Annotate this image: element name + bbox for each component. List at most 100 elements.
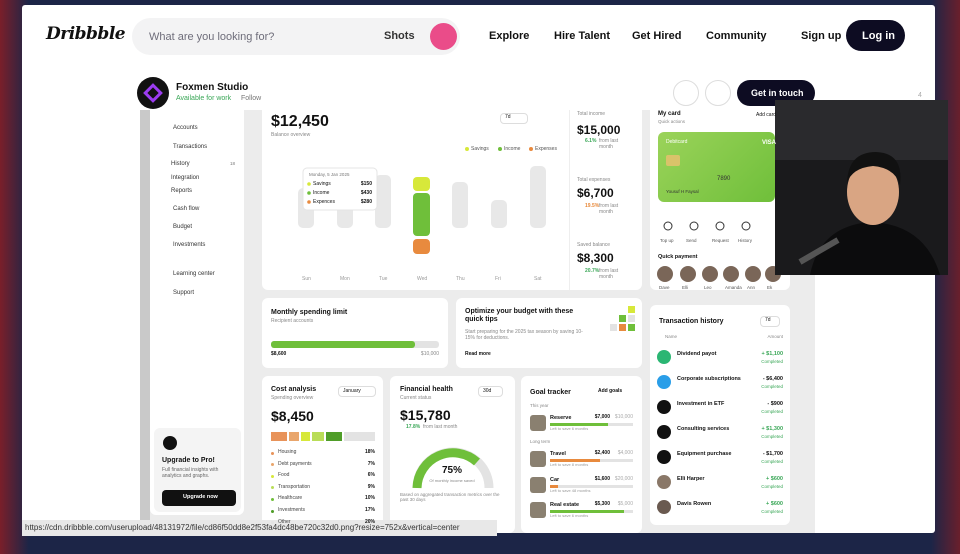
sidebar-item[interactable]: History	[171, 161, 190, 167]
tx-name: Dividend payot	[677, 351, 717, 357]
bar	[491, 200, 507, 228]
tx-name: Davis Rowen	[677, 501, 712, 507]
cost-title: Cost analysis	[271, 386, 317, 393]
bar-expenses	[413, 239, 430, 254]
sidebar-item[interactable]: Transactions	[173, 144, 208, 150]
person-body	[810, 222, 940, 275]
day-label: Wed	[417, 276, 428, 282]
nav-link[interactable]: Explore	[489, 30, 530, 42]
legend-label: Savings	[471, 146, 489, 152]
debit-card[interactable]	[658, 132, 775, 202]
bar	[375, 175, 391, 228]
card-brand: VISA	[762, 140, 777, 146]
goal-saved: $1,600	[594, 476, 610, 482]
health-change: 17.8%	[406, 424, 421, 430]
badge: 4	[918, 92, 922, 99]
health-period: 30d	[483, 388, 492, 394]
tx-col: Amount	[767, 334, 783, 339]
login-label: Log in	[862, 30, 895, 42]
tx-period: 7d	[765, 317, 771, 323]
nav-link[interactable]: Get Hired	[632, 30, 682, 42]
tx-status: Completed	[761, 434, 783, 439]
spending-title: Monthly spending limit	[271, 309, 348, 316]
card-type: Debitcard	[666, 139, 688, 145]
legend-dot	[498, 147, 502, 151]
tx-period[interactable]	[760, 316, 780, 327]
transactions-card	[650, 305, 790, 525]
tx-status: Completed	[761, 359, 783, 364]
sidebar-item[interactable]: Integration	[171, 175, 200, 181]
goal-left: Left to save 6 months	[550, 426, 589, 431]
period-select[interactable]	[500, 113, 528, 124]
stat-note: from last month	[599, 203, 619, 215]
tx-status: Completed	[761, 409, 783, 414]
divider	[569, 110, 570, 290]
nav-link[interactable]: Hire Talent	[554, 30, 611, 42]
cost-pct: 17%	[364, 507, 375, 513]
balance-label: Balance overview	[271, 132, 311, 138]
health-period[interactable]	[478, 386, 503, 397]
cost-dot	[271, 509, 274, 513]
goals-add[interactable]: Add goals	[598, 388, 623, 394]
action-label: Send	[686, 238, 697, 243]
gauge-note: Of monthly income saved	[429, 478, 475, 483]
action-label: Request	[712, 238, 729, 243]
studio-name: Foxmen Studio	[176, 82, 249, 93]
nav-link[interactable]: Community	[706, 30, 767, 42]
cost-dot	[271, 497, 274, 501]
health-amount: $15,780	[400, 407, 451, 423]
spending-fill	[271, 341, 415, 348]
tooltip-value: $150	[360, 181, 372, 187]
gauge-fill	[412, 448, 480, 489]
search-button[interactable]	[430, 23, 457, 50]
login-button[interactable]	[846, 20, 905, 51]
balance-amount: $12,450	[271, 113, 329, 130]
tx-name: Investment in ETF	[677, 401, 725, 407]
tooltip-label: Income	[313, 190, 330, 196]
cost-dot	[271, 486, 274, 490]
period: 7d	[505, 114, 511, 120]
tooltip-date: Monday, 5 Jan 2025	[309, 172, 350, 177]
upgrade-icon	[163, 436, 177, 450]
chart-bars	[298, 166, 546, 228]
sidebar-item[interactable]: Investments	[173, 242, 206, 248]
tx-amount: + $1,300	[761, 426, 783, 432]
tips-card	[456, 298, 642, 368]
sidebar-item[interactable]: Support	[173, 290, 195, 296]
status-bar	[22, 520, 497, 536]
goals-title: Goal tracker	[530, 389, 571, 396]
cost-period[interactable]	[338, 386, 376, 397]
like-button[interactable]	[673, 80, 699, 106]
upgrade-button[interactable]	[162, 490, 236, 506]
sidebar-item[interactable]: Reports	[171, 188, 193, 194]
cost-pct: 10%	[364, 495, 375, 502]
search-filter: Shots	[384, 30, 415, 42]
badge: 18	[230, 161, 236, 166]
action-label: History	[738, 238, 753, 243]
stat-label: Total income	[577, 111, 606, 117]
save-button[interactable]	[705, 80, 731, 106]
tx-amount: - $6,400	[762, 376, 783, 382]
tips-link[interactable]: Read more	[465, 351, 491, 357]
day-label: Fri	[495, 276, 501, 282]
stat-value: $8,300	[577, 251, 614, 265]
tips-icon	[610, 306, 635, 331]
studio-status: Available for work	[176, 95, 232, 102]
sidebar-item[interactable]: Accounts	[173, 125, 198, 131]
cost-dot	[271, 463, 274, 467]
stat-note: from last month	[599, 138, 619, 150]
sidebar-item[interactable]: Cash flow	[173, 206, 200, 212]
quick-title: Quick payment	[658, 254, 698, 260]
cost-label: Debt payments	[278, 460, 312, 467]
sidebar-item[interactable]: Learning center	[173, 271, 215, 277]
sidebar-item[interactable]: Budget	[173, 224, 193, 230]
tx-name: Consulting services	[677, 426, 730, 432]
cost-period: January	[343, 388, 361, 394]
tx-status: Completed	[761, 459, 783, 464]
tx-amount: - $1,700	[762, 451, 783, 457]
tx-col: Name	[665, 334, 678, 339]
studio-avatar[interactable]	[137, 77, 169, 109]
shot-edge	[140, 110, 150, 533]
search-box[interactable]	[132, 18, 460, 55]
signup-link[interactable]: Sign up	[801, 30, 842, 42]
